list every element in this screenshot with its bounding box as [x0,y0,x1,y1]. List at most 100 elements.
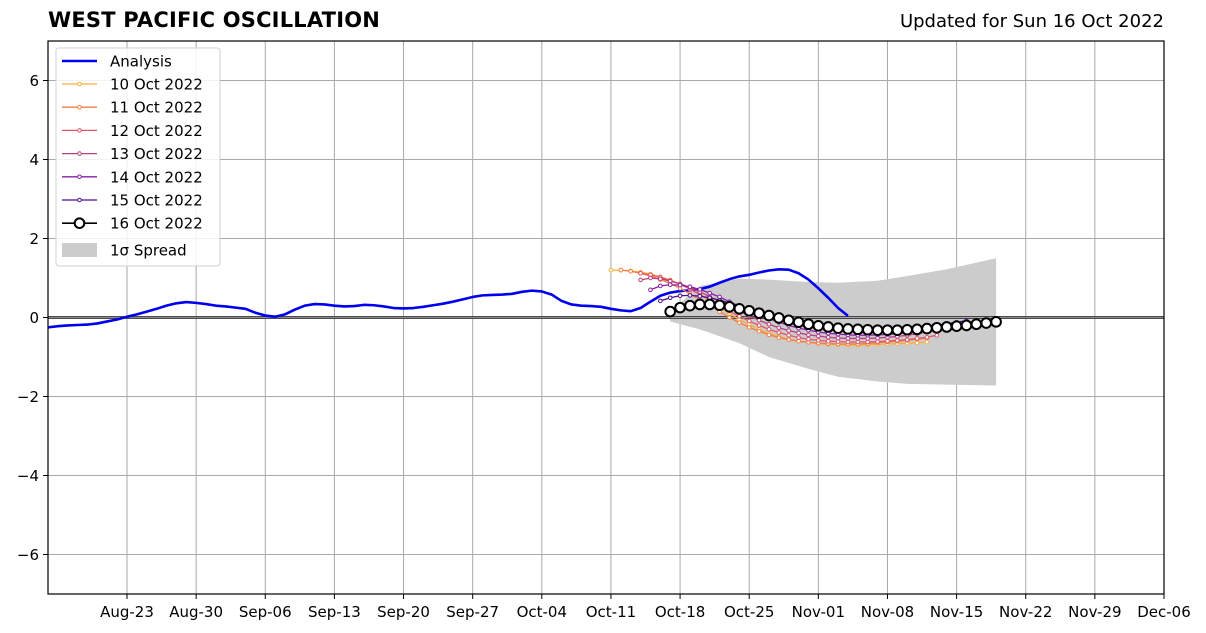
forecast-point [618,267,624,273]
forecast-point [924,339,930,345]
forecast-point [773,312,785,324]
x-tick-label: Oct-25 [724,603,774,621]
forecast-point [684,299,696,312]
axes: −6 −4 −2 0 2 4 6 Aug-23 Aug-30 Sep-06 Sep-13 Sep-20… [17,40,1191,621]
forecast-point [753,307,765,319]
forecast-point [697,287,703,292]
forecast-point [756,323,762,328]
forecast-point [924,334,930,340]
forecast-point [796,335,801,340]
x-tick-label: Nov-15 [930,603,983,621]
forecast-point [638,270,643,276]
legend-marker-forecast [77,197,82,203]
forecast-point [825,338,831,344]
forecast-point [885,338,890,344]
analysis-series [47,268,849,329]
forecast-point [825,334,831,340]
forecast-point [687,293,693,298]
forecast-point [812,319,825,332]
forecast-point [677,282,683,288]
forecast-point [792,316,805,329]
forecast-series-16-oct-2022 [664,298,1002,336]
forecast-point [901,323,914,336]
forecast-point [832,322,844,334]
forecast-point [648,275,653,281]
forecast-point [687,284,693,289]
y-tick-label: 0 [29,309,39,327]
x-tick-label: Nov-22 [999,603,1052,621]
forecast-point [786,328,792,333]
forecast-point [970,318,983,331]
forecast-point [914,336,920,341]
legend-box [55,47,221,267]
forecast-point [658,276,663,282]
forecast-point [746,318,752,324]
forecast-point [950,320,963,332]
forecast-point [842,323,854,335]
forecast-point [756,317,762,323]
forecast-point [816,333,821,339]
forecast-point [796,330,801,336]
legend-label-forecast: 12 Oct 2022 [110,122,203,140]
forecast-point [881,324,894,336]
legend: Analysis 10 Oct 2022 11 Oct 2022 12 Oct 202… [55,47,221,267]
legend-label-analysis: Analysis [110,53,172,71]
forecast-point [904,337,910,342]
forecast-point [707,290,712,296]
chart-title: WEST PACIFIC OSCILLATION [48,8,381,32]
legend-marker-forecast [77,81,82,87]
forecast-point [746,325,752,330]
forecast-point [667,282,673,288]
forecast-point [782,314,795,327]
x-tick-label: Sep-20 [377,603,430,621]
forecast-point [664,305,676,318]
forecast-point [806,336,811,342]
forecast-point [658,298,663,304]
forecast-point [895,338,900,343]
chart-subtitle: Updated for Sun 16 Oct 2022 [899,11,1164,32]
x-tick-label: Sep-13 [308,603,361,621]
x-tick-label: Nov-29 [1068,603,1121,621]
forecast-point [733,303,746,315]
x-tick-label: Aug-30 [169,603,223,621]
forecast-point [861,323,874,336]
forecast-point [737,314,742,319]
legend-swatch-spread [62,243,97,257]
forecast-point [658,283,663,289]
forecast-point [822,321,835,333]
forecast-point [674,301,686,314]
spread-band-area [670,258,997,386]
forecast-point [960,319,973,332]
forecast-point [931,321,943,334]
x-tick-label: Oct-11 [586,603,636,621]
forecast-point [727,315,732,320]
forecast-point [756,329,762,334]
y-tick-label: −4 [17,467,39,485]
legend-marker-forecast [77,128,82,133]
y-tick-label: 2 [29,230,39,248]
forecast-point [703,298,716,311]
forecast-point [743,304,756,317]
y-tick-label: −6 [17,546,39,564]
x-tick-label: Sep-06 [239,603,292,621]
y-tick-label: 4 [29,151,39,169]
forecast-point [871,324,884,336]
x-tick-label: Nov-08 [861,603,914,621]
x-tick-label: Aug-23 [100,603,154,621]
forecast-point [766,321,772,327]
legend-marker-forecast [77,104,82,110]
forecast-point [677,293,683,299]
forecast-point [835,335,841,341]
forecast-point [816,338,821,343]
forecast-point [776,325,782,331]
forecast-point [852,323,864,336]
legend-label-forecast: 14 Oct 2022 [110,168,203,186]
legend-label-spread: 1σ Spread [110,242,187,260]
legend-marker-forecast [73,217,86,229]
y-tick-label: 6 [29,72,39,90]
x-tick-label: Oct-18 [655,603,705,621]
legend-label-forecast: 10 Oct 2022 [110,76,203,94]
forecast-point [648,287,653,293]
forecast-series [608,267,1002,348]
